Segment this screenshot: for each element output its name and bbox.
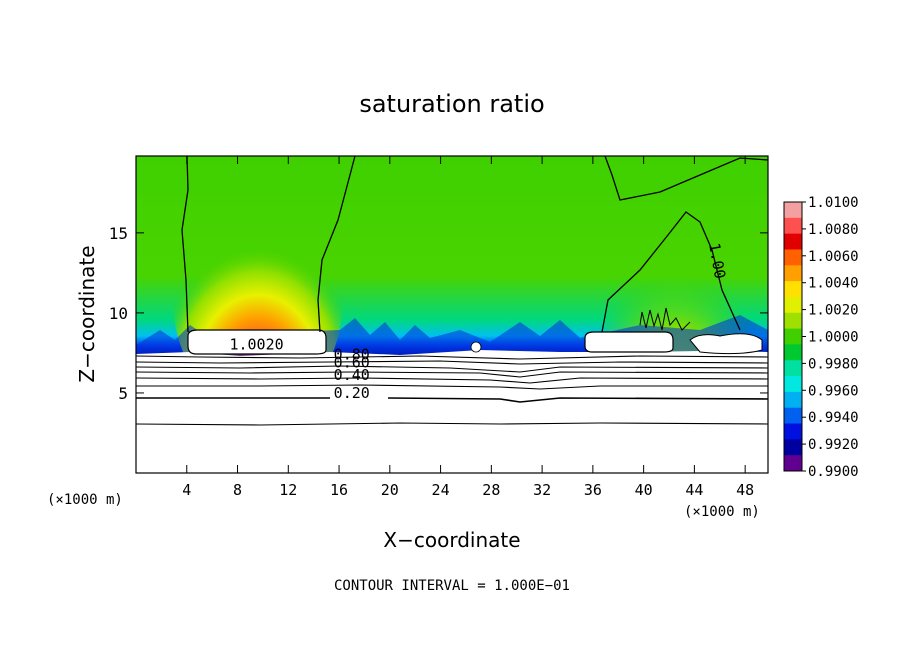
stratified-contours xyxy=(136,355,768,426)
x-axis-label: X−coordinate xyxy=(383,528,520,552)
x-tick-label: 20 xyxy=(381,481,399,499)
colorbar-swatch xyxy=(784,217,802,235)
dry-region xyxy=(136,350,768,473)
x-tick-label: 4 xyxy=(182,481,191,499)
colorbar-swatch xyxy=(784,202,802,219)
colorbar: 1.0100 1.0080 1.0060 1.0040 1.0020 1.0000 0.99… xyxy=(783,195,859,480)
colorbar-swatch xyxy=(784,360,802,377)
y-tick-label: 10 xyxy=(109,304,128,323)
colorbar-swatch xyxy=(784,328,802,345)
colorbar-swatch xyxy=(784,423,802,440)
contour-interval-note: CONTOUR INTERVAL = 1.000E−01 xyxy=(334,578,570,594)
plot-area xyxy=(136,156,768,473)
colorbar-label: 1.0000 xyxy=(808,330,859,346)
plot-frame xyxy=(135,155,769,474)
x-ticks: 4 8 12 16 20 24 28 32 36 40 44 48 xyxy=(182,156,754,499)
x-tick-label: 28 xyxy=(482,481,500,499)
y-tick-label: 5 xyxy=(118,384,128,403)
contour-label: 0.80 xyxy=(334,345,370,363)
colorbar-swatch xyxy=(784,455,802,472)
chart-title: saturation ratio xyxy=(359,90,544,118)
colorbar-swatch xyxy=(784,265,802,282)
colorbar-label: 0.9940 xyxy=(808,410,859,426)
x-tick-label: 44 xyxy=(685,481,703,499)
colorbar-label: 1.0100 xyxy=(808,195,859,211)
cloud-speck xyxy=(470,341,482,353)
contour-label: 0.60 xyxy=(334,353,370,371)
cloud-cap-right xyxy=(584,331,674,353)
colorbar-label: 1.0080 xyxy=(808,222,859,238)
y-tick-label: 15 xyxy=(109,224,128,243)
contour-label: 0.40 xyxy=(334,366,370,384)
colorbar-label: 1.0040 xyxy=(808,276,859,292)
colorbar-swatch xyxy=(784,233,802,250)
colorbar-swatch xyxy=(784,376,802,393)
colorbar-swatch xyxy=(784,391,802,409)
x-tick-label: 32 xyxy=(533,481,551,499)
y-axis-label: Z−coordinate xyxy=(75,245,99,382)
contour-1-00-top xyxy=(604,156,768,201)
colorbar-swatch xyxy=(784,344,802,361)
x-tick-label: 16 xyxy=(330,481,348,499)
cloud-cap-small xyxy=(689,333,763,355)
colorbar-label: 1.0060 xyxy=(808,249,859,265)
x-tick-label: 24 xyxy=(432,481,450,499)
colorbar-label: 1.0020 xyxy=(808,303,859,319)
colorbar-label: 0.9920 xyxy=(808,437,859,453)
cloud-cap-left xyxy=(187,329,327,355)
colorbar-label: 0.9980 xyxy=(808,356,859,372)
x-tick-label: 8 xyxy=(233,481,242,499)
x-tick-label: 36 xyxy=(584,481,602,499)
x-tick-label: 12 xyxy=(279,481,297,499)
contour-label: 1.0020 xyxy=(229,336,283,354)
x-tick-label: 48 xyxy=(736,481,754,499)
contour-1-00-left xyxy=(181,156,356,333)
x-tick-label: 40 xyxy=(635,481,653,499)
colorbar-swatch xyxy=(784,439,802,456)
contour-1-00-right xyxy=(601,211,741,333)
contour-label: 1.00 xyxy=(705,241,729,280)
contour-label: 0.20 xyxy=(334,384,370,402)
colorbar-label: 0.9960 xyxy=(808,383,859,399)
colorbar-swatch xyxy=(784,296,802,314)
contour-spikes xyxy=(639,307,691,331)
x-unit-right: (×1000 m) xyxy=(684,504,760,520)
colorbar-swatch xyxy=(784,312,802,330)
colorbar-swatch xyxy=(784,281,802,298)
colorbar-swatch xyxy=(784,249,802,266)
y-ticks: 5 10 15 xyxy=(109,224,768,403)
colorbar-swatch xyxy=(784,407,802,425)
x-unit-left: (×1000 m) xyxy=(47,492,123,508)
contour-labels: 1.00 1.0020 0.800.600.400.20 xyxy=(229,241,729,401)
colorbar-label: 0.9900 xyxy=(808,464,859,480)
